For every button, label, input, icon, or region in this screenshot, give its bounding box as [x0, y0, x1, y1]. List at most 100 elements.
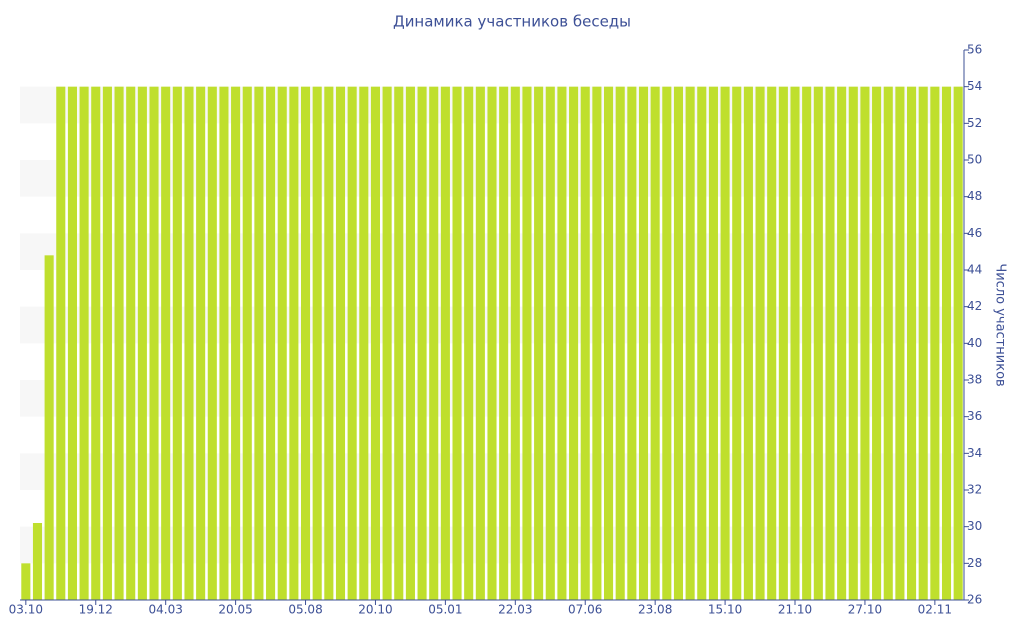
chart-title: Динамика участников беседы — [393, 13, 631, 31]
y-tick-label: 42 — [967, 299, 982, 313]
bar — [860, 86, 870, 600]
bar — [650, 86, 660, 600]
bar — [732, 86, 742, 600]
bar — [708, 86, 718, 600]
bar — [464, 86, 474, 600]
y-tick-label: 48 — [967, 189, 982, 203]
bar — [475, 86, 485, 600]
x-tick-label: 02.11 — [918, 603, 952, 617]
bar — [196, 86, 206, 600]
bar — [685, 86, 695, 600]
x-tick-label: 21.10 — [778, 603, 812, 617]
bar — [254, 86, 264, 600]
y-tick-label: 36 — [967, 409, 982, 423]
x-tick-label: 15.10 — [708, 603, 742, 617]
y-tick-label: 56 — [967, 43, 982, 57]
bar — [941, 86, 952, 600]
bar — [848, 86, 858, 600]
bar — [91, 86, 101, 600]
bar — [347, 86, 357, 600]
bar — [114, 86, 124, 600]
bar — [161, 86, 171, 600]
y-tick-label: 50 — [967, 153, 982, 167]
bar — [720, 86, 730, 600]
bar — [312, 86, 322, 600]
x-tick-label: 23.08 — [638, 603, 672, 617]
bar — [452, 86, 462, 600]
bar — [813, 86, 823, 600]
y-tick-label: 52 — [967, 116, 982, 130]
y-tick-label: 54 — [967, 79, 982, 93]
bar — [802, 86, 812, 600]
bar — [510, 86, 520, 600]
bar — [219, 86, 229, 600]
x-tick-label: 03.10 — [9, 603, 43, 617]
y-tick-label: 44 — [967, 263, 982, 277]
x-tick-label: 20.05 — [218, 603, 252, 617]
bar — [370, 86, 381, 600]
bar — [872, 86, 882, 600]
x-tick-label: 04.03 — [148, 603, 182, 617]
bar — [324, 86, 334, 600]
bar — [499, 86, 509, 600]
bar — [231, 86, 241, 600]
bar — [44, 255, 54, 601]
bar — [172, 86, 182, 600]
x-tick-label: 20.10 — [358, 603, 392, 617]
bar — [56, 86, 66, 600]
bar — [534, 86, 544, 600]
y-tick-label: 46 — [967, 226, 982, 240]
bar — [778, 86, 788, 600]
bar — [767, 86, 777, 600]
x-tick-label: 07.06 — [568, 603, 602, 617]
bar — [603, 86, 614, 600]
x-tick-label: 05.01 — [428, 603, 462, 617]
bar — [102, 86, 112, 600]
bar — [126, 86, 136, 600]
y-tick-label: 34 — [967, 446, 982, 460]
bar — [627, 86, 637, 600]
bar — [580, 86, 590, 600]
bar — [592, 86, 602, 600]
bar — [405, 86, 415, 600]
x-tick-label: 19.12 — [79, 603, 113, 617]
y-tick-label: 40 — [967, 336, 982, 350]
y-axis-label: Число участников — [993, 263, 1008, 386]
bar — [883, 86, 893, 600]
bar — [79, 86, 89, 600]
x-tick-label: 05.08 — [288, 603, 322, 617]
y-tick-label: 38 — [967, 373, 982, 387]
bar — [743, 86, 753, 600]
bar — [207, 86, 217, 600]
bar — [790, 86, 800, 600]
bar — [277, 86, 287, 600]
bar — [184, 86, 194, 600]
bar — [907, 86, 917, 600]
y-tick-label: 28 — [967, 556, 982, 570]
x-tick-label: 22.03 — [498, 603, 532, 617]
bar — [697, 86, 707, 600]
bar — [429, 86, 439, 600]
bar — [67, 86, 77, 600]
bar — [300, 86, 311, 600]
bar — [755, 86, 765, 600]
bar — [557, 86, 567, 600]
bar — [895, 86, 905, 600]
bar — [930, 86, 940, 600]
bar — [266, 86, 276, 600]
bar — [522, 86, 532, 600]
bar — [382, 86, 392, 600]
bar — [615, 86, 625, 600]
y-tick-label: 26 — [967, 593, 982, 607]
bar — [837, 86, 847, 600]
bar — [825, 86, 835, 600]
bar — [662, 86, 672, 600]
y-tick-label: 30 — [967, 519, 982, 533]
x-tick-label: 27.10 — [848, 603, 882, 617]
bar — [32, 523, 43, 600]
bar — [673, 86, 684, 600]
bar — [953, 86, 963, 600]
bar — [569, 86, 579, 600]
bar — [440, 86, 450, 600]
